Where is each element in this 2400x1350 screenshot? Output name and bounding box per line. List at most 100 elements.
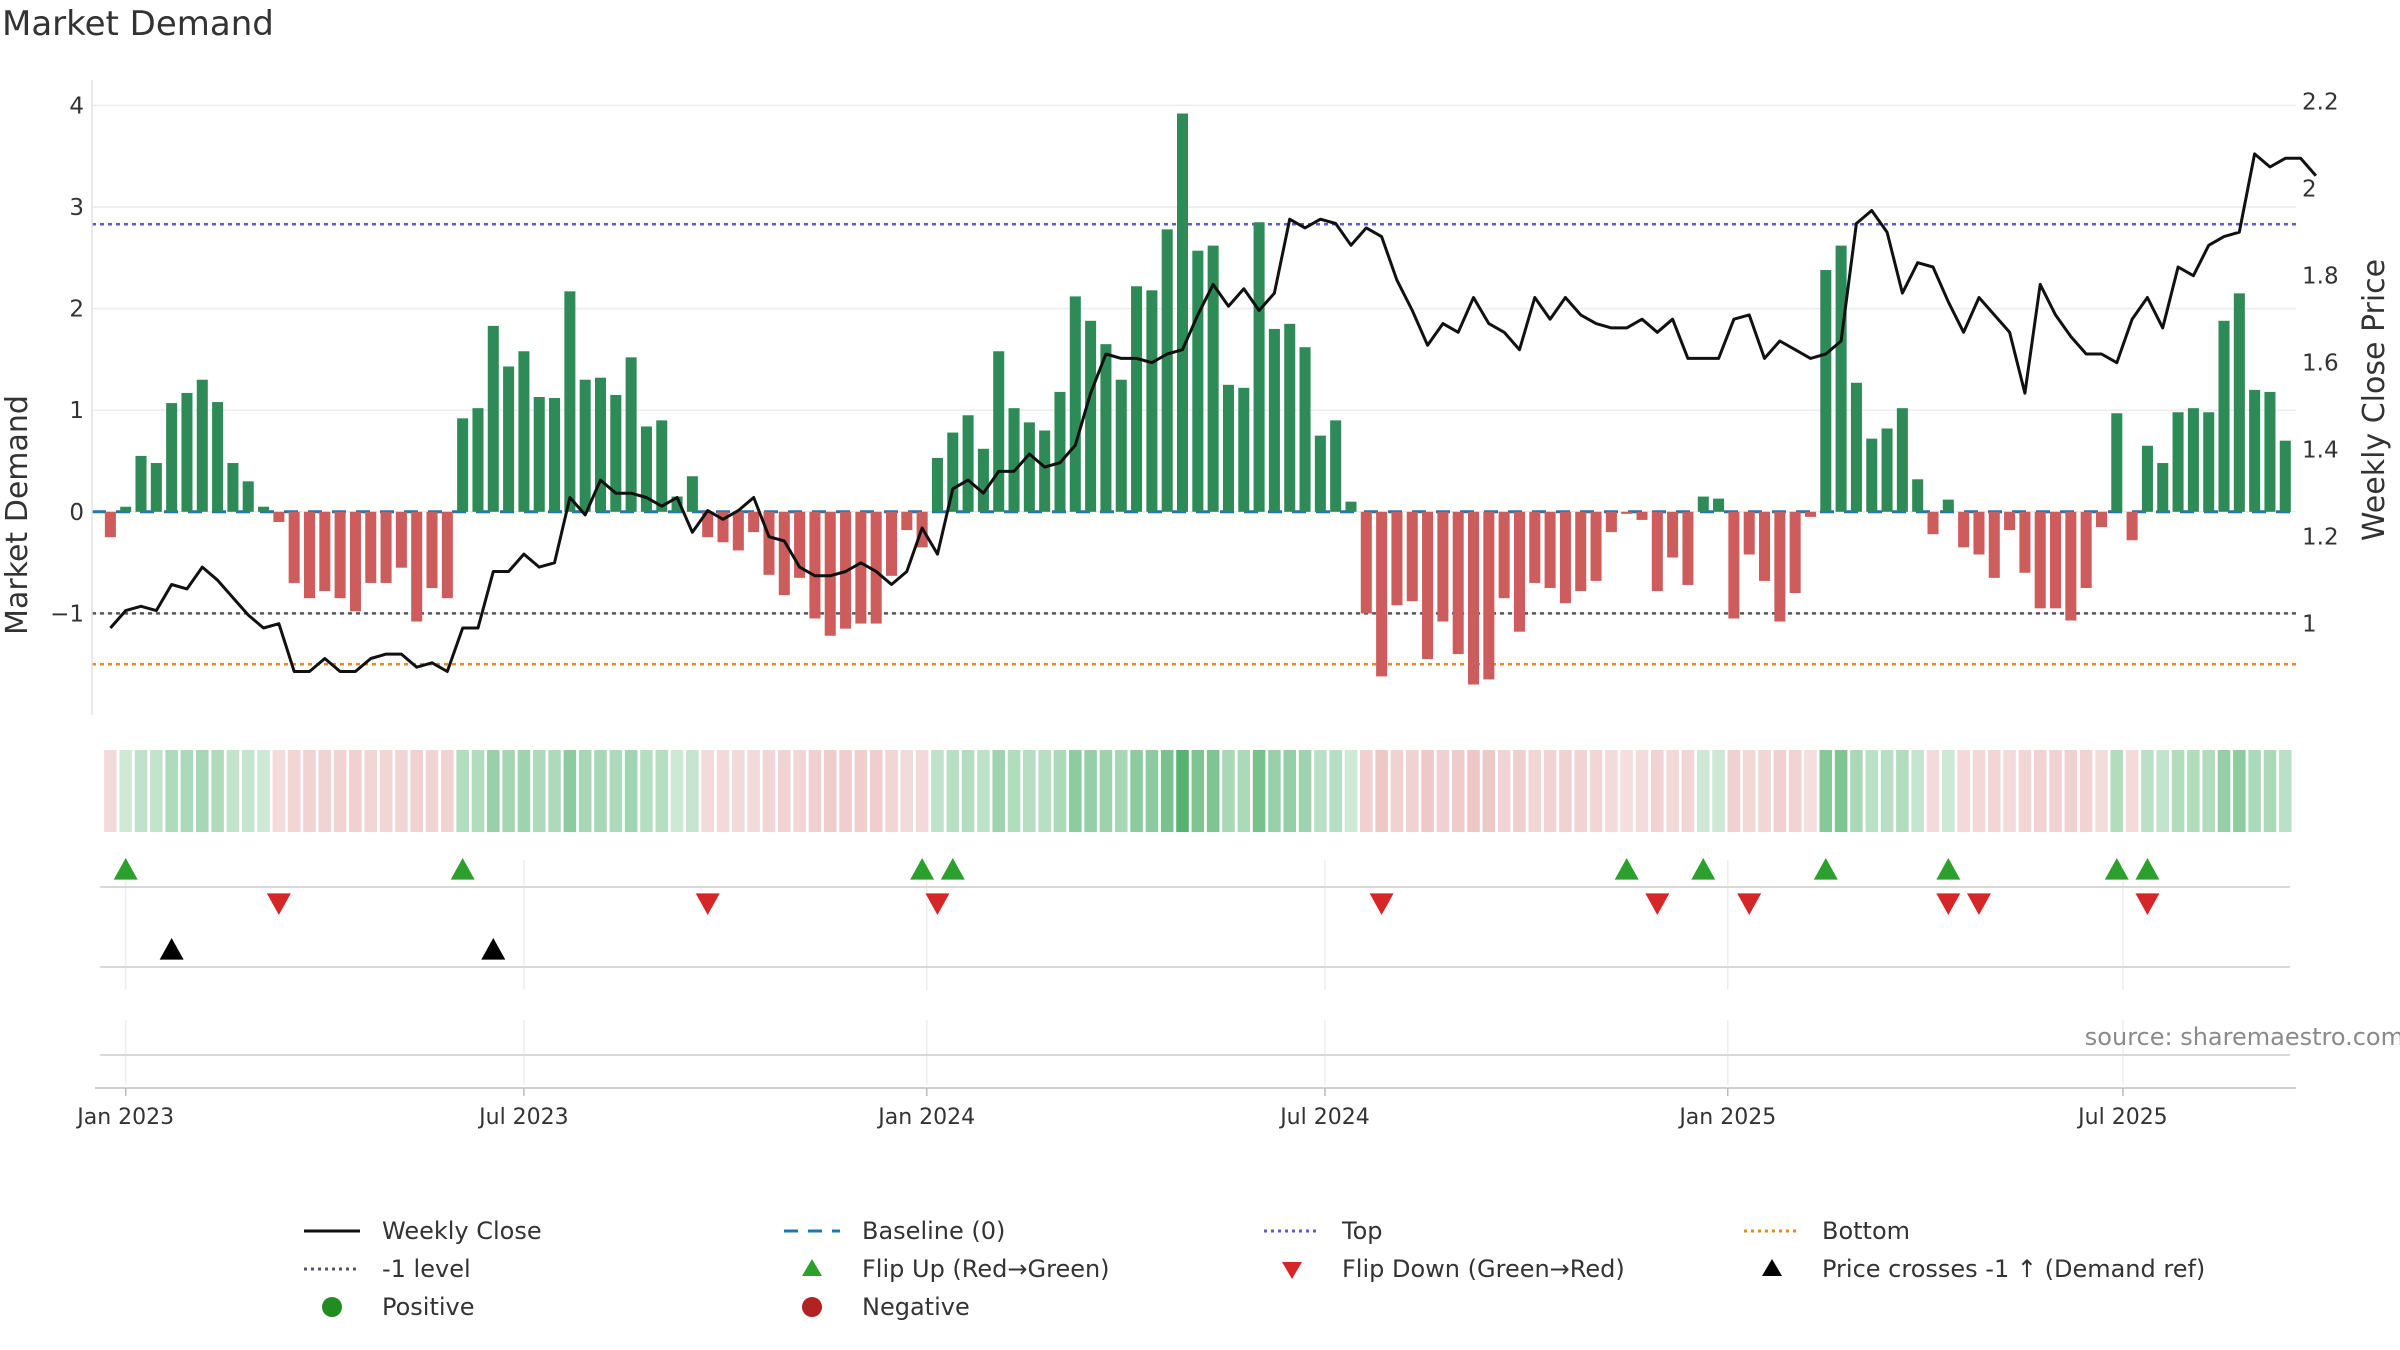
y-tick-label-left: 0 <box>69 500 84 526</box>
demand-bar <box>1054 391 1066 512</box>
heat-strip-cell <box>885 750 898 832</box>
heat-strip-cell <box>1130 750 1143 832</box>
demand-bar <box>763 511 775 575</box>
demand-bar <box>365 511 377 583</box>
flip-down-marker <box>1645 893 1670 915</box>
heat-strip-cell <box>1758 750 1771 832</box>
y-tick-label-right: 1.6 <box>2302 351 2339 377</box>
heat-strip-cell <box>1053 750 1067 832</box>
demand-bar <box>901 511 913 531</box>
demand-bars <box>104 113 2291 685</box>
price-cross-marker <box>159 938 184 960</box>
heat-strip-cell <box>1191 750 1205 832</box>
heat-strip-cell <box>272 750 286 832</box>
heat-strip-cell <box>655 750 669 832</box>
demand-bar <box>2218 320 2230 512</box>
demand-bar <box>1559 511 1571 604</box>
demand-bar <box>1299 347 1311 512</box>
heat-strip-cell <box>1635 750 1649 832</box>
demand-bar <box>2249 389 2261 512</box>
heat-strip-cell <box>487 750 500 832</box>
flip-up-marker <box>1936 858 1961 880</box>
heat-strip-cell <box>823 750 837 832</box>
heat-strip-cell <box>1605 750 1618 832</box>
flip-up-marker <box>113 858 138 880</box>
demand-bar <box>610 394 622 512</box>
flip-down-marker <box>695 893 720 915</box>
flip-up-marker <box>1614 858 1639 880</box>
legend-flip-up: Flip Up (Red→Green) <box>780 1255 1110 1283</box>
flip-down-marker <box>2135 893 2160 915</box>
demand-bar <box>1314 435 1326 512</box>
heat-strip-cell <box>134 750 148 832</box>
demand-bar <box>1942 499 1954 512</box>
heat-strip-cell <box>1467 750 1480 832</box>
heat-strip-cell <box>532 750 546 832</box>
y-tick-label-right: 1 <box>2302 612 2317 638</box>
demand-bar <box>1958 511 1970 548</box>
y-tick-label-left: −1 <box>50 601 84 627</box>
heat-strip-cell <box>2171 750 2185 832</box>
heat-strip-cell <box>1176 750 1189 832</box>
chart-title: Market Demand <box>2 4 274 44</box>
demand-bar <box>380 511 392 583</box>
heat-strip-cell <box>640 750 653 832</box>
demand-bar <box>1222 384 1234 512</box>
heat-strip-cell <box>670 750 684 832</box>
heat-strip-cell <box>1681 750 1695 832</box>
demand-bar <box>1376 511 1388 677</box>
heat-strip-cell <box>287 750 301 832</box>
heat-strip-cell <box>471 750 485 832</box>
heat-strip-cell <box>2202 750 2215 832</box>
heat-strip-cell <box>2110 750 2124 832</box>
heat-strip-cell <box>2079 750 2093 832</box>
demand-bar <box>1360 511 1372 614</box>
heat-strip-cell <box>364 750 378 832</box>
heat-strip-cell <box>104 750 117 832</box>
demand-bar <box>1238 387 1250 512</box>
y-tick-label-left: 4 <box>69 93 84 119</box>
heat-strip-cell <box>180 750 194 832</box>
heat-strip-cell <box>747 750 760 832</box>
demand-bar <box>2264 391 2276 512</box>
demand-bar <box>120 506 132 512</box>
price-cross-marker <box>481 938 506 960</box>
flip-down-marker <box>266 893 291 915</box>
heat-strip-cell <box>1696 750 1710 832</box>
flip-up-marker <box>1813 858 1838 880</box>
demand-bar <box>885 511 898 576</box>
heat-strip-cell <box>1436 750 1450 832</box>
demand-bar <box>640 426 652 512</box>
heat-strip-cell <box>1497 750 1511 832</box>
heat-strip-cell <box>1543 750 1557 832</box>
demand-bar <box>2111 413 2123 512</box>
x-tick-label: Jul 2025 <box>2076 1105 2168 1130</box>
heat-strip-cell <box>762 750 776 832</box>
heat-strip-cell <box>1099 750 1113 832</box>
axes: −1 0 1 2 3 4 1 1.2 1.4 1.6 1.8 2 2.2 Jan 2023 Jul 2023… <box>50 80 2339 1130</box>
demand-bar <box>1820 269 1832 512</box>
heat-strip-cell <box>548 750 561 832</box>
heat-strip-cell <box>1712 750 1725 832</box>
heat-strip-cell <box>701 750 714 832</box>
heat-strip-cell <box>425 750 439 832</box>
demand-bar <box>2004 511 2016 531</box>
heat-strip-cell <box>1559 750 1572 832</box>
heat-strip-cell <box>333 750 347 832</box>
demand-bar <box>1161 229 1173 512</box>
y-axis-label-left: Market Demand <box>0 395 35 635</box>
demand-bar <box>1008 408 1020 512</box>
demand-bar <box>1330 420 1342 512</box>
demand-bar <box>717 511 729 543</box>
demand-bar <box>533 396 545 512</box>
demand-bar <box>319 511 331 592</box>
demand-bar <box>457 418 469 512</box>
heat-strip-cell <box>150 750 163 832</box>
source-note: source: sharemaestro.com <box>2084 1023 2400 1051</box>
demand-bar <box>1100 344 1112 512</box>
demand-bar <box>1498 511 1510 599</box>
heat-strip-cell <box>1911 750 1924 832</box>
demand-bar <box>656 420 668 512</box>
flip-up-marker <box>1691 858 1716 880</box>
